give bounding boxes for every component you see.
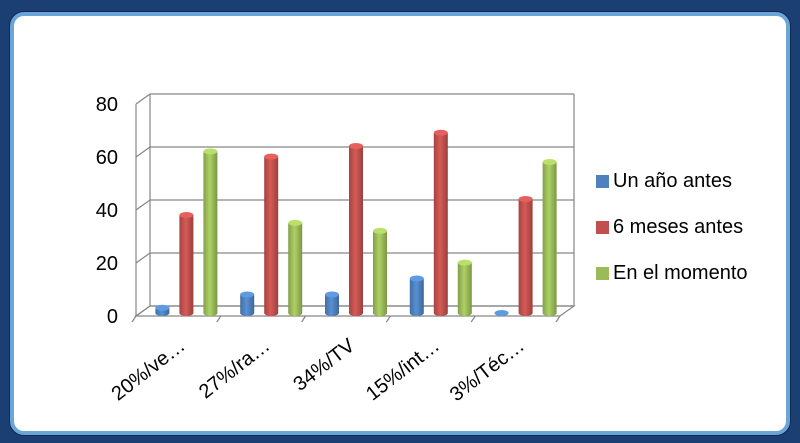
bar <box>373 227 387 316</box>
bar <box>518 196 533 316</box>
bar-body <box>433 132 448 316</box>
bar-body <box>325 294 339 316</box>
bar <box>155 304 170 316</box>
x-tick-label: 27%/ra… <box>195 335 274 404</box>
bar-body <box>409 278 424 316</box>
x-tick-label: 20%/ve… <box>108 335 190 406</box>
y-tick-label: 60 <box>96 147 118 169</box>
gridline-side <box>135 252 151 264</box>
bar-body <box>288 222 303 316</box>
x-tick-label: 34%/TV <box>289 334 359 396</box>
bar-body <box>373 230 387 316</box>
legend-swatch <box>596 267 609 280</box>
bar-cap <box>518 196 533 203</box>
bar-cap <box>409 275 424 282</box>
x-tick-mark <box>555 315 561 323</box>
bar-cap <box>542 158 557 165</box>
bar-body <box>542 161 557 316</box>
bar <box>179 211 194 316</box>
bar-body <box>264 156 279 316</box>
bar-cap <box>457 259 472 266</box>
bar-body <box>518 199 533 316</box>
bar <box>457 259 472 316</box>
x-tick-mark <box>131 315 137 323</box>
bar <box>288 219 303 316</box>
bar-body <box>349 146 363 316</box>
y-tick-label: 40 <box>96 200 118 222</box>
x-tick-mark <box>385 315 391 323</box>
y-tick-label: 0 <box>107 306 118 328</box>
bar <box>494 310 509 316</box>
legend-swatch <box>596 175 609 188</box>
bar <box>349 143 363 316</box>
bar-cap <box>349 143 363 150</box>
bar-cap <box>179 211 194 218</box>
bar-cap <box>373 227 387 234</box>
bar-cap <box>155 304 170 311</box>
bar-cap <box>494 310 509 316</box>
bar <box>203 148 218 316</box>
bar-body <box>179 214 194 316</box>
bar-cap <box>325 291 339 298</box>
bar-cap <box>288 219 303 226</box>
bar-body <box>457 262 472 316</box>
bar-cap <box>433 129 448 136</box>
chart-frame <box>10 12 790 435</box>
bar-cap <box>203 148 218 155</box>
bar <box>433 129 448 316</box>
gridline-side <box>135 93 151 105</box>
x-tick-mark <box>470 315 476 323</box>
x-tick-mark <box>301 315 307 323</box>
gridline-side <box>135 146 151 158</box>
y-tick-label: 20 <box>96 253 118 275</box>
x-tick-label: 15%/int… <box>362 335 444 406</box>
bar <box>240 291 255 316</box>
bar <box>325 291 339 316</box>
bar-body <box>240 294 255 316</box>
x-tick-mark <box>216 315 222 323</box>
bar-cap <box>240 291 255 298</box>
bar-cap <box>264 153 279 160</box>
gridline-side <box>135 199 151 211</box>
chart-floor <box>134 305 576 317</box>
x-tick-label: 3%/Téc… <box>446 335 529 406</box>
legend-label: Un año antes <box>613 170 732 192</box>
y-tick-label: 80 <box>96 94 118 116</box>
bar <box>409 275 424 316</box>
legend-swatch <box>596 221 609 234</box>
legend-label: En el momento <box>613 262 748 284</box>
legend-label: 6 meses antes <box>613 216 743 238</box>
bar-body <box>203 151 218 316</box>
bar <box>542 158 557 316</box>
bar <box>264 153 279 316</box>
